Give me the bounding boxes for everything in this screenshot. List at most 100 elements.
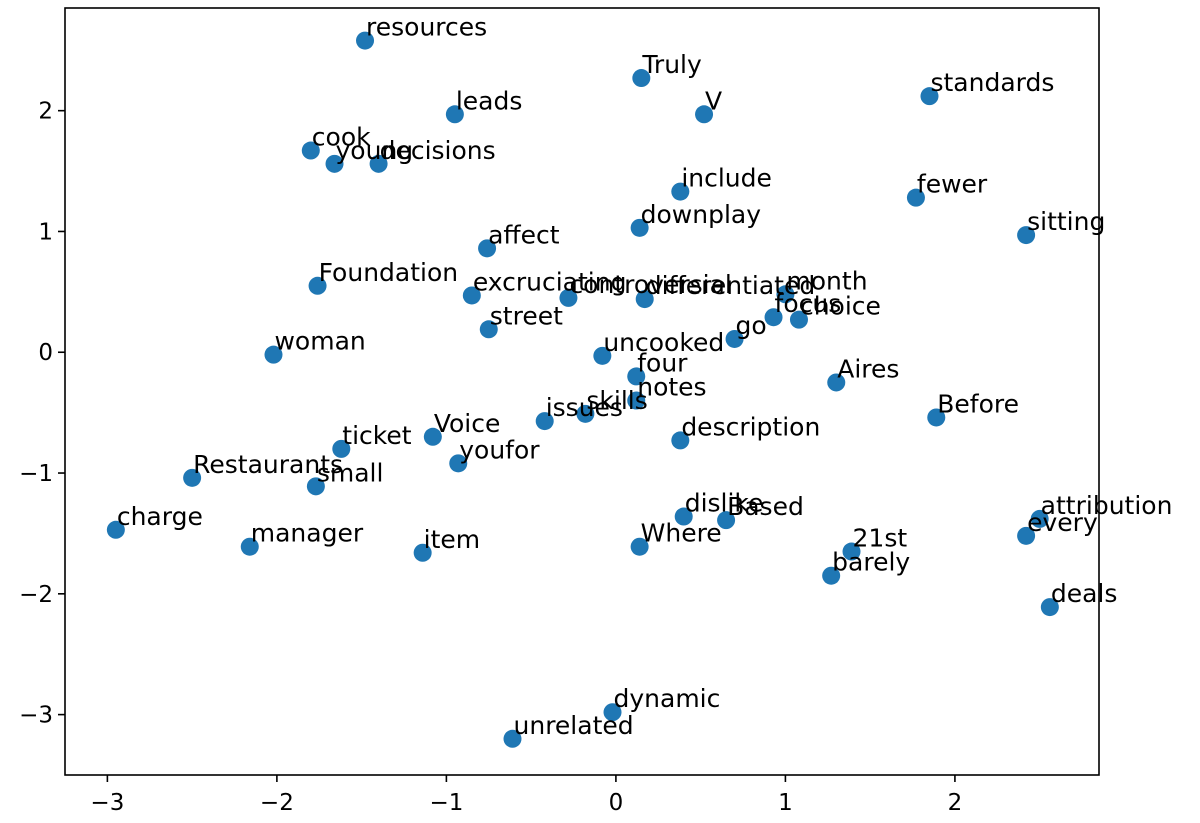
point-label: Restaurants [193,450,343,479]
y-axis: 2 1 0 −1 −2 −3 [19,99,65,729]
point-label: dislike [685,489,764,518]
point-label: uncooked [603,328,724,357]
data-point [301,141,320,160]
point-label: go [736,311,767,340]
y-tick-label: 2 [38,99,53,125]
point-label: choice [800,292,881,321]
data-point [308,276,327,295]
point-label: include [681,164,772,193]
x-tick-label: 2 [948,790,963,816]
point-label: small [317,458,384,487]
point-label: young [336,136,414,165]
point-label: Foundation [319,258,459,287]
point-label: manager [251,519,364,548]
data-point [264,345,283,364]
point-label: 21st [853,524,908,553]
point-label: Where [641,519,722,548]
point-label: fewer [917,170,988,199]
data-point [462,286,481,305]
data-point [632,69,651,88]
point-label: cook [312,123,371,152]
point-label: focus [775,289,842,318]
y-tick-label: 0 [38,340,53,366]
x-tick-label: −3 [90,790,124,816]
point-label: differentiated [646,271,816,300]
data-point [906,188,925,207]
point-label: notes [637,373,706,402]
data-point [240,537,259,556]
point-label: ticket [342,421,411,450]
y-tick-label: −2 [19,582,53,608]
point-label: four [637,348,688,377]
plot-frame [64,7,1100,776]
data-point [1017,526,1036,545]
data-point [325,154,344,173]
point-label: dynamic [614,684,721,713]
data-point [725,329,744,348]
data-point [630,537,649,556]
y-tick-label: −1 [19,461,53,487]
data-point [671,182,690,201]
point-label: barely [832,548,910,577]
point-label: youfor [459,435,540,464]
data-point [776,285,795,304]
data-point [1030,509,1049,528]
point-label: item [424,525,480,554]
point-label: deals [1051,579,1118,608]
data-point [671,431,690,450]
x-tick-label: 1 [778,790,793,816]
point-label: affect [488,220,560,249]
point-label: leads [456,86,523,115]
data-point [789,310,808,329]
point-label: month [786,266,867,295]
data-point [635,290,654,309]
point-label: Truly [641,50,702,79]
point-label: decisions [380,136,496,165]
data-point [695,105,714,124]
point-label: downplay [641,200,762,229]
data-point [479,320,498,339]
data-point [593,346,612,365]
point-label: charge [117,502,203,531]
data-point [827,373,846,392]
point-label: Aires [837,354,899,383]
data-point [674,507,693,526]
point-label: unrelated [514,711,634,740]
point-label: street [490,301,563,330]
data-point [630,218,649,237]
data-point [478,239,497,258]
point-label: attribution [1041,491,1173,520]
data-point [413,543,432,562]
data-point [423,427,442,446]
point-label: Based [727,492,804,521]
data-point [503,729,522,748]
x-tick-label: 0 [609,790,624,816]
x-tick-label: −2 [260,790,294,816]
data-point [576,404,595,423]
data-point [1017,226,1036,245]
point-label: description [681,412,820,441]
data-point [627,367,646,386]
data-points [106,31,1059,748]
data-point [717,511,736,530]
point-label: Before [937,389,1019,418]
data-point [822,566,841,585]
point-label: skills [586,386,647,415]
data-point [332,439,351,458]
y-tick-label: 1 [38,219,53,245]
point-label: every [1027,508,1098,537]
point-label: issues [546,393,623,422]
data-point [627,391,646,410]
y-tick-label: −3 [19,703,53,729]
point-label: controversial [569,270,731,299]
x-tick-label: −1 [429,790,463,816]
point-label: resources [366,13,487,42]
x-axis: −3 −2 −1 0 1 2 [90,775,962,816]
data-point [106,520,125,539]
data-point [445,105,464,124]
data-point [449,454,468,473]
data-point [559,288,578,307]
point-label: V [705,86,722,115]
